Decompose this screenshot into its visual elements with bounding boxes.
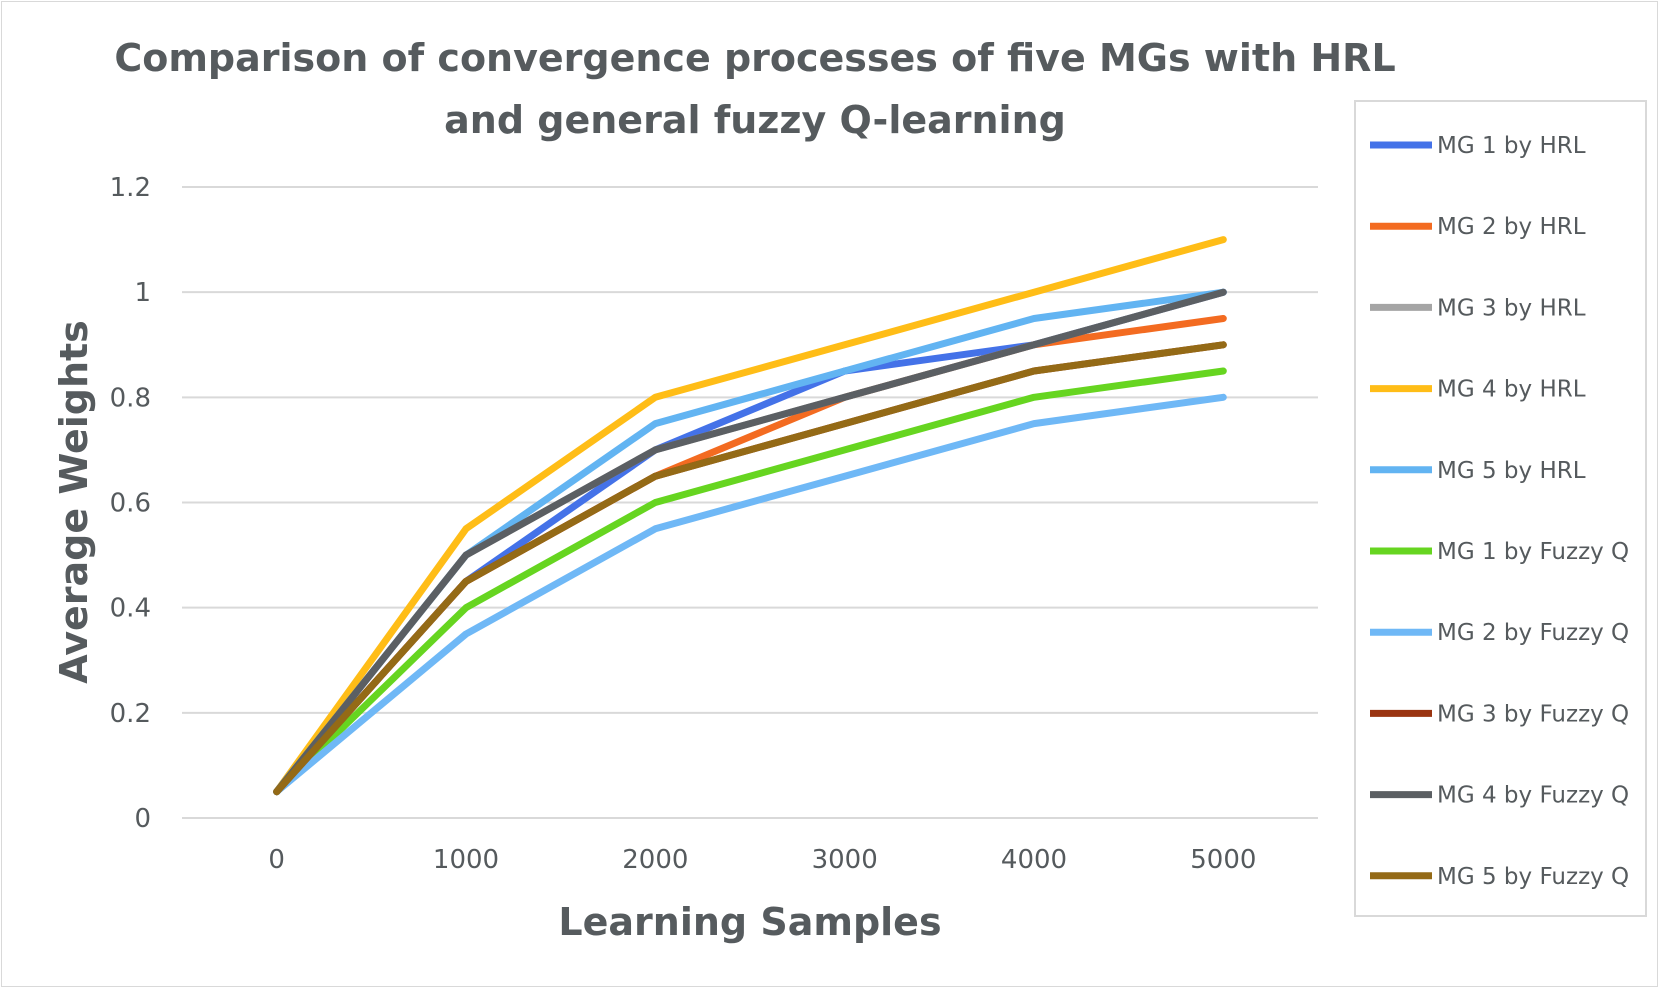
legend-label: MG 3 by HRL (1437, 295, 1586, 321)
legend-item: MG 5 by HRL (1370, 458, 1586, 484)
y-tick-label: 1.2 (110, 173, 151, 203)
legend-item: MG 4 by HRL (1370, 377, 1586, 403)
y-tick-label: 0.8 (110, 383, 151, 413)
legend-item: MG 2 by Fuzzy Q (1370, 620, 1629, 646)
chart-title-line-2: and general fuzzy Q-learning (444, 98, 1066, 142)
legend-label: MG 5 by HRL (1437, 458, 1586, 484)
series-line-mg-2-by-fuzzy-q (273, 393, 1227, 796)
legend-label: MG 4 by HRL (1437, 377, 1586, 403)
legend-item: MG 3 by Fuzzy Q (1370, 701, 1629, 727)
legend-label: MG 4 by Fuzzy Q (1437, 783, 1629, 809)
series-line-mg-4-by-fuzzy-q (273, 288, 1227, 796)
series-lines (273, 236, 1227, 796)
x-tick-label: 4000 (1001, 845, 1067, 875)
legend-label: MG 3 by Fuzzy Q (1437, 701, 1629, 727)
legend-label: MG 2 by HRL (1437, 214, 1586, 240)
x-tick-label: 1000 (433, 845, 499, 875)
legend-item: MG 4 by Fuzzy Q (1370, 783, 1629, 809)
y-tick-label: 0 (134, 804, 151, 834)
y-axis-title: Average Weights (52, 320, 96, 684)
series-line-mg-4-by-hrl (273, 236, 1227, 796)
y-tick-label: 0.4 (110, 594, 151, 624)
x-axis-ticks: 0 1000 2000 3000 4000 5000 (268, 845, 1256, 875)
legend-label: MG 2 by Fuzzy Q (1437, 620, 1629, 646)
legend-item: MG 1 by Fuzzy Q (1370, 539, 1629, 565)
legend-item: MG 5 by Fuzzy Q (1370, 864, 1629, 890)
legend-item: MG 1 by HRL (1370, 133, 1586, 159)
series-line-mg-5-by-fuzzy-q (273, 341, 1227, 796)
legend-label: MG 5 by Fuzzy Q (1437, 864, 1629, 890)
x-tick-label: 2000 (622, 845, 688, 875)
y-axis-ticks: 0 0.2 0.4 0.6 0.8 1 1.2 (110, 173, 151, 834)
y-tick-label: 1 (134, 278, 151, 308)
x-tick-label: 0 (268, 845, 285, 875)
x-tick-label: 3000 (812, 845, 878, 875)
legend: MG 1 by HRL MG 2 by HRL MG 3 by HRL MG 4 by… (1370, 133, 1629, 890)
y-tick-label: 0.6 (110, 489, 151, 519)
legend-label: MG 1 by Fuzzy Q (1437, 539, 1629, 565)
y-tick-label: 0.2 (110, 699, 151, 729)
chart-title-line-1: Comparison of convergence processes of f… (114, 36, 1395, 80)
series-line-mg-1-by-fuzzy-q (273, 367, 1227, 796)
legend-item: MG 3 by HRL (1370, 295, 1586, 321)
legend-item: MG 2 by HRL (1370, 214, 1586, 240)
x-axis-title: Learning Samples (558, 900, 941, 944)
legend-label: MG 1 by HRL (1437, 133, 1586, 159)
legend-box (1354, 100, 1647, 917)
x-tick-label: 5000 (1190, 845, 1256, 875)
